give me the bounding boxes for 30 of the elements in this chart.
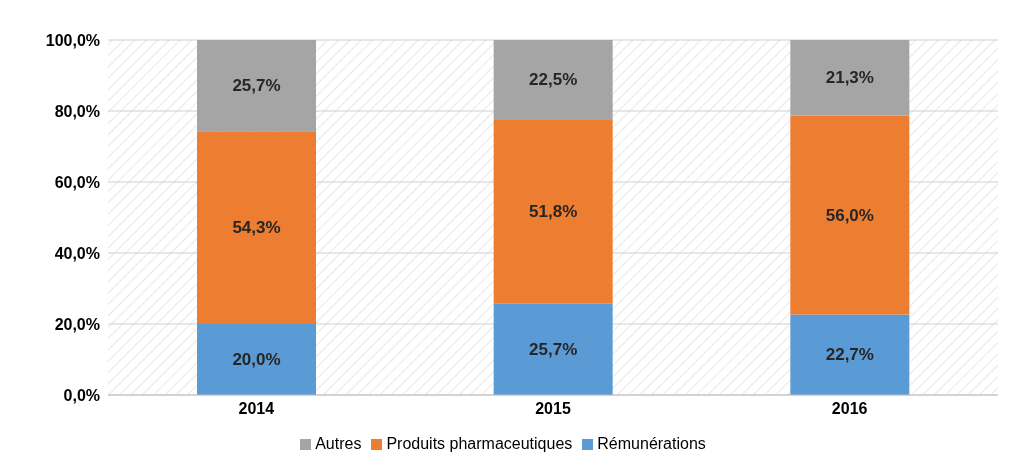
data-label: 22,5%: [529, 70, 578, 90]
data-label: 51,8%: [529, 202, 578, 222]
x-tick-label: 2014: [238, 400, 275, 418]
x-tick-label: 2016: [831, 400, 868, 418]
bar: [197, 40, 316, 132]
data-label: 54,3%: [232, 218, 281, 238]
y-tick-label: 0,0%: [63, 386, 100, 404]
y-tick-label: 40,0%: [54, 244, 100, 262]
y-tick-label: 60,0%: [54, 173, 100, 191]
bar: [197, 131, 316, 324]
data-label: 22,7%: [825, 345, 874, 365]
y-tick-label: 100,0%: [45, 31, 100, 49]
bar: [790, 40, 910, 116]
data-label: 25,7%: [529, 339, 578, 359]
y-tick-label: 80,0%: [54, 102, 100, 120]
x-tick-label: 2015: [535, 400, 571, 418]
data-label: 25,7%: [232, 76, 281, 96]
bar: [790, 314, 910, 395]
legend-label: Produits pharmaceutiques: [386, 435, 573, 452]
bar: [493, 40, 613, 120]
data-label: 56,0%: [825, 205, 874, 225]
bar: [493, 303, 613, 395]
legend-label: Rémunérations: [597, 435, 706, 452]
bar: [197, 324, 316, 395]
data-label: 20,0%: [232, 350, 281, 369]
y-tick-label: 20,0%: [54, 315, 100, 333]
legend-label: Autres: [315, 435, 362, 452]
bar: [493, 119, 613, 304]
data-label: 21,3%: [825, 68, 874, 88]
bar: [790, 115, 910, 315]
